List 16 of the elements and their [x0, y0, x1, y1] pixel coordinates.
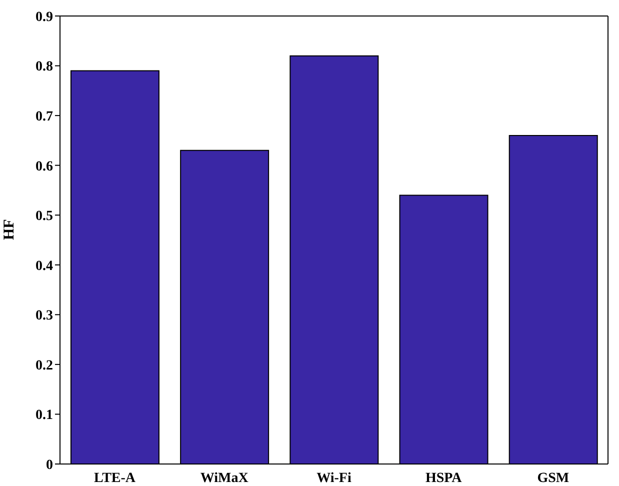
- y-axis-title: HF: [1, 219, 18, 240]
- y-tick-label: 0.5: [36, 209, 53, 224]
- x-tick-label: LTE-A: [94, 470, 136, 486]
- y-tick-label: 0.2: [36, 358, 53, 374]
- x-tick-label: Wi-Fi: [316, 470, 352, 486]
- y-tick-label: 0: [46, 458, 53, 473]
- x-tick-label: WiMaX: [200, 470, 248, 486]
- y-tick-label: 0.9: [36, 10, 53, 25]
- y-tick-label: 0.1: [36, 408, 53, 424]
- y-tick-label: 0.6: [36, 159, 53, 174]
- x-tick-label: HSPA: [425, 470, 463, 486]
- y-tick-label: 0.8: [36, 60, 53, 75]
- y-tick-label: 0.4: [36, 258, 53, 274]
- x-tick-label: GSM: [537, 470, 570, 486]
- y-tick-label: 0.3: [36, 308, 53, 324]
- y-tick-label: 0.7: [36, 110, 53, 125]
